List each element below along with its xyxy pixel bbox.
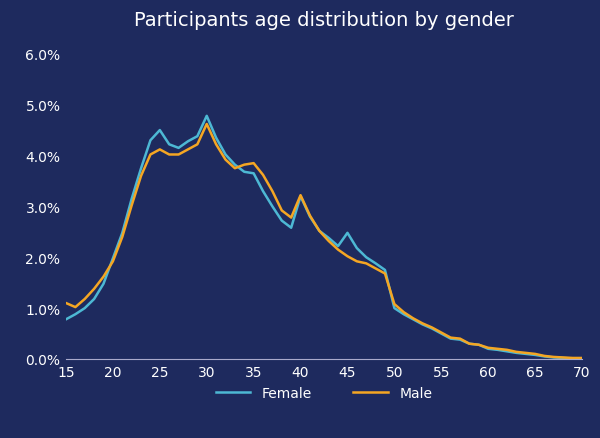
Female [72, 312, 79, 317]
Female [410, 317, 417, 322]
Legend: Female, Male: Female, Male [216, 386, 432, 400]
Male [72, 305, 79, 310]
Female [203, 114, 211, 119]
Male [259, 173, 266, 178]
Male [362, 261, 370, 266]
Line: Female: Female [66, 117, 582, 359]
Male [410, 316, 417, 321]
Female [569, 356, 576, 361]
Female [62, 317, 70, 322]
Male [203, 122, 211, 127]
Title: Participants age distribution by gender: Participants age distribution by gender [134, 11, 514, 29]
Male [578, 356, 586, 361]
Female [362, 255, 370, 260]
Male [466, 341, 473, 346]
Male [569, 356, 576, 361]
Female [466, 341, 473, 346]
Male [62, 301, 70, 306]
Line: Male: Male [66, 125, 582, 358]
Female [578, 356, 586, 361]
Male [391, 302, 398, 307]
Female [259, 189, 266, 194]
Female [391, 306, 398, 311]
